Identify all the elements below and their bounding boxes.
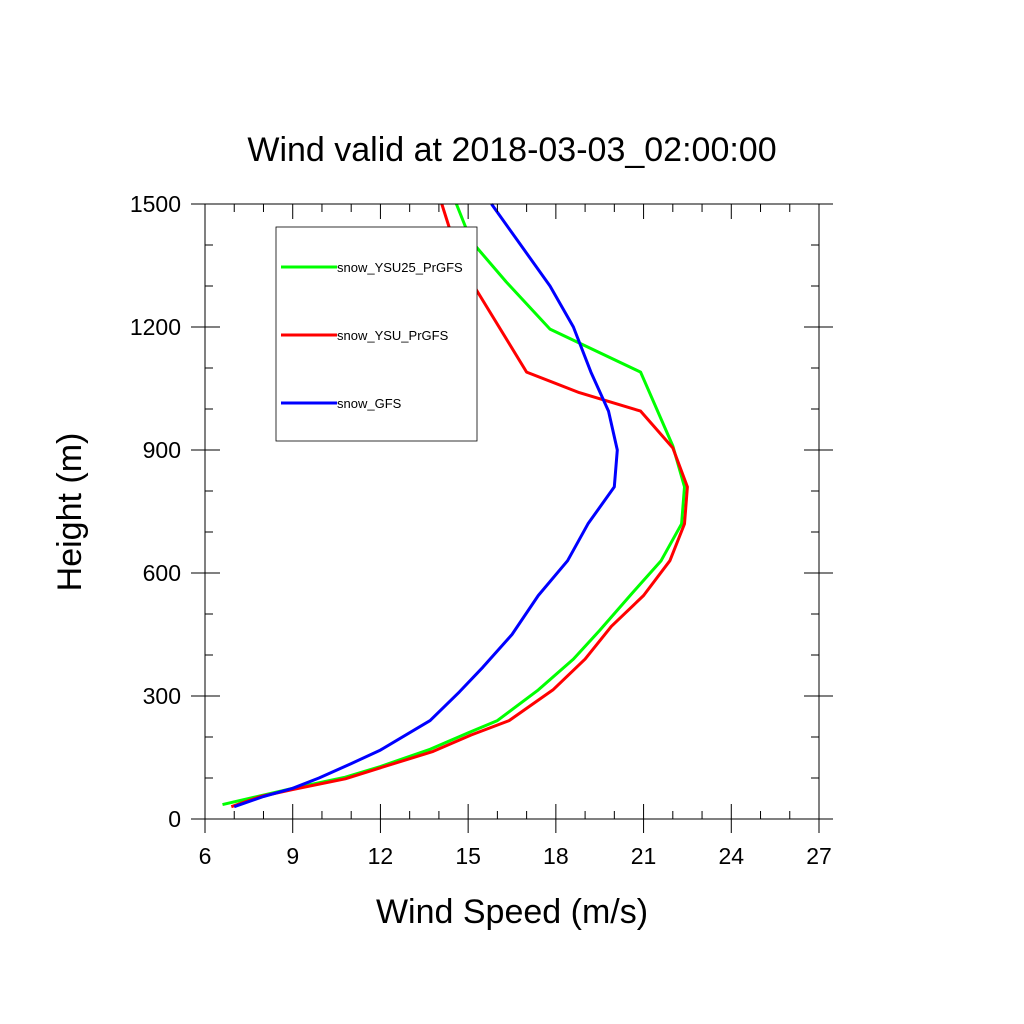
series-line-1 — [230, 203, 689, 809]
x-tick-label-2: 12 — [368, 843, 394, 869]
x-tick-label-5: 21 — [631, 843, 657, 869]
x-tick-label-7: 27 — [806, 843, 832, 869]
plot-frame — [204, 203, 820, 820]
plot-lines — [222, 203, 689, 809]
axes: 6 9 12 15 18 21 24 27 0 300 600 900 1200 1500 — [130, 191, 833, 869]
legend-label-2: snow_GFS — [337, 396, 402, 411]
legend-label-1: snow_YSU_PrGFS — [337, 328, 449, 343]
y-tick-label-2: 600 — [143, 560, 181, 586]
y-tick-label-4: 1200 — [130, 314, 181, 340]
x-tick-label-0: 6 — [199, 843, 212, 869]
x-tick-label-1: 9 — [286, 843, 299, 869]
legend-label-0: snow_YSU25_PrGFS — [337, 260, 463, 275]
x-tick-label-6: 24 — [718, 843, 744, 869]
chart-title: Wind valid at 2018-03-03_02:00:00 — [247, 131, 776, 169]
legend: snow_YSU25_PrGFS snow_YSU_PrGFS snow_GFS — [275, 226, 478, 442]
x-tick-label-3: 15 — [455, 843, 481, 869]
x-axis-label: Wind Speed (m/s) — [376, 893, 648, 931]
y-tick-label-1: 300 — [143, 683, 181, 709]
y-axis-label: Height (m) — [51, 433, 89, 592]
y-tick-label-0: 0 — [168, 806, 181, 832]
x-tick-label-4: 18 — [543, 843, 569, 869]
y-tick-label-3: 900 — [143, 437, 181, 463]
series-line-2 — [233, 203, 619, 809]
y-tick-label-5: 1500 — [130, 191, 181, 217]
